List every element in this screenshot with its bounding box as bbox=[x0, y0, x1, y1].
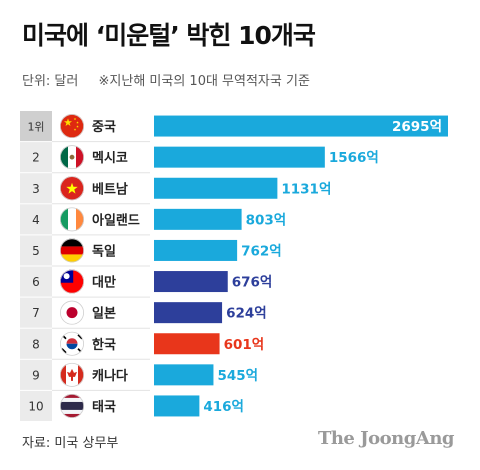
source-label: 자료: 미국 상무부 bbox=[22, 436, 119, 451]
brand-logo: The JoongAng bbox=[317, 428, 455, 449]
country-label: 일본 bbox=[92, 307, 116, 322]
rank-label: 4 bbox=[32, 213, 40, 227]
chart-title: 미국에 ‘미운털’ 박힌 10개국 bbox=[22, 21, 316, 50]
rank-label: 6 bbox=[32, 275, 40, 289]
rank-label: 10 bbox=[28, 399, 43, 413]
rank-label: 1위 bbox=[27, 121, 44, 134]
bar bbox=[154, 395, 200, 417]
value-label: 676억 bbox=[232, 275, 273, 291]
value-label: 416억 bbox=[203, 399, 244, 415]
rank-cell bbox=[20, 204, 52, 235]
rank-cell bbox=[20, 173, 52, 204]
rank-label: 5 bbox=[32, 244, 40, 258]
country-label: 태국 bbox=[92, 400, 116, 415]
rank-cell bbox=[20, 390, 52, 421]
rank-label: 7 bbox=[32, 306, 40, 320]
rank-cell bbox=[20, 266, 52, 297]
rank-label: 9 bbox=[32, 368, 40, 382]
rank-cell bbox=[20, 111, 52, 142]
unit-label: 단위: 달러 bbox=[22, 74, 79, 89]
value-label: 545억 bbox=[217, 368, 258, 384]
country-label: 멕시코 bbox=[92, 150, 128, 166]
rank-cell bbox=[20, 235, 52, 266]
country-label: 베트남 bbox=[92, 181, 128, 197]
country-label: 중국 bbox=[92, 120, 116, 135]
ireland-flag-icon bbox=[60, 207, 84, 232]
bar bbox=[154, 271, 228, 293]
country-label: 캐나다 bbox=[92, 368, 128, 384]
value-label: 2695억 bbox=[392, 119, 442, 135]
note-label: ※지난해 미국의 10대 무역적자국 기준 bbox=[98, 74, 310, 89]
germany-flag-icon bbox=[60, 238, 84, 263]
bar bbox=[154, 239, 238, 261]
rank-label: 3 bbox=[32, 182, 40, 196]
country-label: 한국 bbox=[92, 337, 116, 353]
bar bbox=[154, 364, 214, 386]
value-label: 601억 bbox=[224, 337, 265, 353]
country-label: 독일 bbox=[92, 244, 116, 259]
bar bbox=[154, 302, 223, 324]
bar bbox=[154, 333, 220, 355]
mexico-flag-icon bbox=[60, 145, 84, 170]
chart-subtitle: 단위: 달러 ※지난해 미국의 10대 무역적자국 기준 bbox=[22, 70, 310, 89]
rank-cell bbox=[20, 359, 52, 390]
bar bbox=[154, 177, 278, 199]
rank-label: 2 bbox=[32, 151, 40, 165]
value-label: 624억 bbox=[226, 306, 267, 322]
bar bbox=[154, 208, 242, 230]
value-label: 1131억 bbox=[281, 181, 331, 197]
value-label: 1566억 bbox=[329, 150, 379, 166]
rank-cell bbox=[20, 142, 52, 173]
value-label: 803억 bbox=[246, 212, 287, 228]
rank-label: 8 bbox=[32, 337, 40, 351]
value-label: 762억 bbox=[241, 243, 282, 259]
bar bbox=[154, 146, 325, 168]
country-label: 대만 bbox=[92, 275, 116, 291]
bar bbox=[154, 115, 448, 137]
country-label: 아일랜드 bbox=[92, 212, 140, 228]
thailand-flag-icon bbox=[60, 393, 84, 418]
rank-cell bbox=[20, 328, 52, 359]
rank-cell bbox=[20, 297, 52, 328]
